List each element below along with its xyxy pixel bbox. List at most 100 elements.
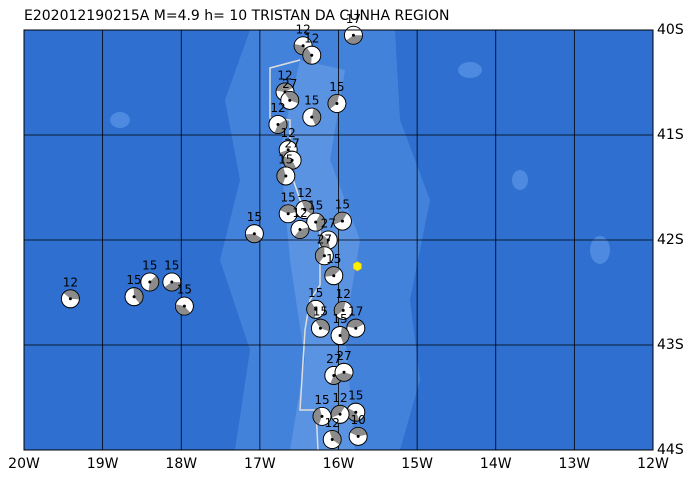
compressional-quadrant [245,233,263,243]
beachball-outline [346,318,366,338]
axis-dot [284,174,288,178]
compressional-quadrant [283,156,297,170]
compressional-quadrant [175,304,191,316]
lat-tick-label: 42S [657,232,684,248]
beachball [302,107,322,127]
compressional-quadrant [315,319,330,332]
depth-label: 15 [177,283,192,297]
compressional-quadrant [302,47,312,65]
axis-dot [314,307,318,311]
compressional-quadrant [331,405,345,418]
depth-label: 15 [348,389,363,403]
depth-label: 15 [281,190,296,204]
beachball-outline [174,296,194,316]
beachball-outline [290,220,310,239]
axis-dot [356,434,360,438]
compressional-quadrant [335,372,353,382]
axis-dot [303,208,307,212]
beachball-outline [140,272,160,292]
depth-label: 15 [308,199,323,213]
axis-dot [338,334,342,338]
axis-dot [335,102,339,105]
beachball-outline [333,211,352,231]
compressional-quadrant [315,246,325,264]
beachball-outline [330,326,350,345]
beachball [295,200,315,219]
compressional-quadrant [334,301,346,316]
axis-dot [170,280,174,284]
beachball-outline [333,300,353,320]
compressional-quadrant [276,82,293,92]
beachball-outline [322,430,342,449]
beachball-outline [306,299,326,319]
compressional-quadrant [164,282,181,292]
beachball-outline [348,426,368,446]
lat-tick-label: 43S [657,337,684,353]
compressional-quadrant [333,212,348,225]
compressional-quadrant [279,204,297,214]
beachball [330,326,350,345]
compressional-quadrant [276,167,286,185]
depth-label: 15 [164,259,179,273]
lon-tick-label: 17W [244,456,276,472]
compressional-quadrant [327,94,340,110]
depth-label: 15 [313,305,328,319]
depth-label: 17 [348,305,363,319]
depth-label: 27 [321,217,336,231]
compressional-quadrant [133,287,144,304]
map-title: E202012190215A M=4.9 h= 10 TRISTAN DA CU… [24,8,450,24]
depth-label: 12 [297,186,312,200]
depth-label: 15 [304,94,319,108]
beachball-outline [60,289,80,309]
depth-label: 12 [277,68,292,82]
axis-dot [322,254,326,258]
epicenter [352,260,362,272]
beachball [346,318,366,338]
compressional-quadrant [148,275,159,292]
seamount [590,236,610,264]
beachball [306,299,326,319]
compressional-quadrant [63,289,80,300]
depth-label: 15 [329,80,344,94]
axis-dot [298,228,302,231]
axis-dot [182,304,186,308]
compressional-quadrant [311,108,321,126]
depth-label: 27 [282,77,297,91]
axis-dot [301,44,305,48]
axis-dot [342,370,346,374]
axis-dot [310,53,314,57]
axis-dot [332,373,336,377]
beachball [330,404,350,424]
beachball-outline [344,25,363,45]
map-frame [23,29,654,451]
axis-dot [320,414,324,418]
depth-label: 15 [326,252,341,266]
depth-label: 10 [351,413,366,427]
seamount [110,112,130,128]
axis-dot [310,115,314,119]
beachball [311,318,330,338]
depth-label: 12 [304,32,319,46]
axis-dot [340,219,344,223]
compressional-quadrant [324,266,341,277]
depth-label: 27 [317,232,332,246]
beachball [346,402,366,422]
axis-dot [286,212,290,216]
depth-label: 12 [332,391,347,405]
lat-tick-label: 41S [657,127,684,143]
lat-tick-label: 40S [657,22,684,38]
compressional-quadrant [346,407,360,422]
beachball [60,289,80,309]
beachball-outline [306,212,326,232]
lon-tick-label: 14W [480,456,512,472]
lon-tick-label: 18W [165,456,197,472]
lon-tick-label: 15W [401,456,433,472]
beachball [280,90,300,110]
seamount [458,62,482,78]
depth-label: 12 [295,22,310,36]
beachball-outline [334,362,354,382]
beachball [324,266,344,286]
beachball-outline [327,94,347,113]
